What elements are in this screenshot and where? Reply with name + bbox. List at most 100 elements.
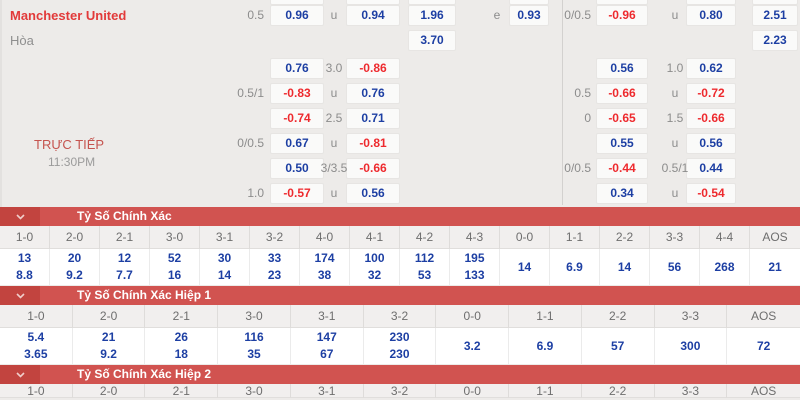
score-odds-cell[interactable]: 33 23: [250, 249, 300, 285]
odds-value-button[interactable]: 0.44: [686, 158, 736, 179]
score-odds-value[interactable]: 195: [464, 251, 485, 265]
score-odds-cell[interactable]: 100 32: [350, 249, 400, 285]
odds-value-button[interactable]: 0.94: [346, 5, 400, 26]
score-odds-value[interactable]: 38: [317, 268, 332, 282]
score-odds-value[interactable]: 16: [167, 268, 182, 282]
score-odds-cell[interactable]: 112 53: [400, 249, 450, 285]
chevron-down-icon[interactable]: [0, 286, 40, 305]
score-odds-cell[interactable]: 20 9.2: [50, 249, 100, 285]
odds-value-button[interactable]: -0.96: [596, 5, 648, 26]
odds-value-button[interactable]: 0.93: [509, 5, 549, 26]
score-odds-value[interactable]: 174: [314, 251, 335, 265]
odds-value-button[interactable]: 0.56: [596, 58, 648, 79]
score-odds-value[interactable]: 133: [464, 268, 485, 282]
score-odds-cell[interactable]: 52 16: [150, 249, 200, 285]
score-odds-cell[interactable]: 26 18: [145, 328, 219, 364]
odds-value-button[interactable]: [408, 0, 456, 5]
odds-value-button[interactable]: 0.62: [686, 58, 736, 79]
score-odds-value[interactable]: 230: [389, 347, 410, 361]
score-odds-value[interactable]: 21: [101, 330, 116, 344]
section-banner[interactable]: Tỷ Số Chính Xác Hiệp 2: [0, 365, 800, 384]
score-odds-value[interactable]: 14: [617, 259, 632, 274]
score-odds-value[interactable]: 230: [389, 330, 410, 344]
score-odds-value[interactable]: 56: [667, 259, 682, 274]
odds-value-button[interactable]: 2.23: [752, 30, 798, 51]
score-odds-cell[interactable]: 5.4 3.65: [0, 328, 73, 364]
score-odds-cell[interactable]: 300: [655, 328, 728, 364]
chevron-down-icon[interactable]: [0, 207, 40, 226]
score-odds-value[interactable]: 3.2: [463, 338, 481, 353]
score-odds-value[interactable]: 72: [756, 338, 771, 353]
score-odds-value[interactable]: 18: [174, 347, 188, 361]
odds-value-button[interactable]: 0.56: [686, 133, 736, 154]
score-odds-value[interactable]: 268: [714, 259, 735, 274]
score-odds-value[interactable]: 21: [768, 259, 782, 274]
score-odds-cell[interactable]: 195 133: [450, 249, 500, 285]
odds-value-button[interactable]: -0.66: [346, 158, 400, 179]
odds-value-button[interactable]: 3.70: [408, 30, 456, 51]
odds-value-button[interactable]: 0.80: [686, 5, 736, 26]
score-odds-value[interactable]: 116: [244, 330, 264, 344]
odds-value-button[interactable]: 0.55: [596, 133, 648, 154]
score-odds-cell[interactable]: 21 9.2: [73, 328, 146, 364]
odds-value-button[interactable]: -0.54: [686, 183, 736, 204]
odds-value-button[interactable]: 0.76: [346, 83, 400, 104]
score-odds-cell[interactable]: 230 230: [364, 328, 437, 364]
odds-value-button[interactable]: 0.96: [270, 5, 324, 26]
odds-value-button[interactable]: -0.74: [270, 108, 324, 129]
section-banner[interactable]: Tỷ Số Chính Xác: [0, 207, 800, 226]
odds-value-button[interactable]: 1.96: [408, 5, 456, 26]
odds-value-button[interactable]: [752, 0, 798, 5]
odds-value-button[interactable]: -0.72: [686, 83, 736, 104]
score-odds-value[interactable]: 9.2: [66, 268, 83, 282]
score-odds-value[interactable]: 7.7: [116, 268, 133, 282]
score-odds-cell[interactable]: 13 8.8: [0, 249, 50, 285]
score-odds-value[interactable]: 57: [610, 338, 625, 353]
score-odds-value[interactable]: 100: [364, 251, 385, 265]
score-odds-cell[interactable]: 72: [727, 328, 800, 364]
odds-value-button[interactable]: [509, 0, 549, 5]
score-odds-cell[interactable]: 12 7.7: [100, 249, 150, 285]
score-odds-cell[interactable]: 57: [582, 328, 655, 364]
score-odds-value[interactable]: 33: [267, 251, 282, 265]
odds-value-button[interactable]: [596, 0, 648, 5]
score-odds-value[interactable]: 32: [367, 268, 382, 282]
odds-value-button[interactable]: -0.57: [270, 183, 324, 204]
score-odds-value[interactable]: 14: [217, 268, 232, 282]
score-odds-cell[interactable]: 56: [650, 249, 700, 285]
score-odds-value[interactable]: 147: [316, 330, 337, 344]
score-odds-value[interactable]: 52: [167, 251, 182, 265]
odds-value-button[interactable]: [686, 0, 736, 5]
odds-value-button[interactable]: 0.56: [346, 183, 400, 204]
odds-value-button[interactable]: -0.66: [686, 108, 736, 129]
score-odds-value[interactable]: 30: [217, 251, 232, 265]
score-odds-cell[interactable]: 14: [600, 249, 650, 285]
score-odds-value[interactable]: 67: [320, 347, 334, 361]
score-odds-value[interactable]: 3.65: [24, 347, 48, 361]
score-odds-cell[interactable]: 116 35: [218, 328, 291, 364]
score-odds-value[interactable]: 20: [67, 251, 82, 265]
score-odds-value[interactable]: 35: [247, 347, 261, 361]
odds-value-button[interactable]: -0.83: [270, 83, 324, 104]
odds-value-button[interactable]: -0.86: [346, 58, 400, 79]
chevron-down-icon[interactable]: [0, 365, 40, 384]
section-banner[interactable]: Tỷ Số Chính Xác Hiệp 1: [0, 286, 800, 305]
score-odds-cell[interactable]: 268: [700, 249, 750, 285]
odds-value-button[interactable]: 0.67: [270, 133, 324, 154]
score-odds-cell[interactable]: 6.9: [509, 328, 582, 364]
odds-value-button[interactable]: [346, 0, 400, 5]
score-odds-value[interactable]: 13: [17, 251, 32, 265]
odds-value-button[interactable]: 0.76: [270, 58, 324, 79]
score-odds-cell[interactable]: 3.2: [436, 328, 510, 364]
score-odds-cell[interactable]: 14: [500, 249, 550, 285]
score-odds-value[interactable]: 12: [117, 251, 132, 265]
score-odds-cell[interactable]: 21: [750, 249, 800, 285]
odds-value-button[interactable]: -0.66: [596, 83, 648, 104]
odds-value-button[interactable]: -0.65: [596, 108, 648, 129]
score-odds-cell[interactable]: 147 67: [291, 328, 364, 364]
score-odds-value[interactable]: 26: [174, 330, 188, 344]
score-odds-cell[interactable]: 30 14: [200, 249, 250, 285]
score-odds-cell[interactable]: 174 38: [300, 249, 350, 285]
score-odds-value[interactable]: 14: [517, 259, 532, 274]
odds-value-button[interactable]: 0.50: [270, 158, 324, 179]
